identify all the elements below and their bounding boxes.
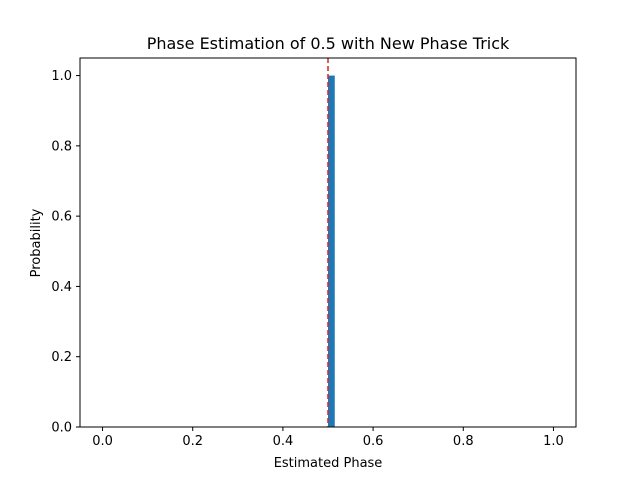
x-tick-label: 0.0 [92, 434, 113, 449]
y-tick-label: 0.8 [51, 139, 72, 154]
y-axis-label: Probability [29, 208, 44, 277]
y-tick-label: 1.0 [51, 69, 72, 84]
y-tick-label: 0.2 [51, 350, 72, 365]
x-tick-label: 0.4 [273, 434, 294, 449]
y-tick-label: 0.4 [51, 280, 72, 295]
bar-0 [328, 75, 335, 428]
axes-frame [79, 57, 577, 428]
x-tick-label: 0.2 [182, 434, 203, 449]
x-axis-label: Estimated Phase [274, 456, 383, 471]
y-tick-label: 0.0 [51, 421, 72, 436]
x-tick-label: 0.8 [453, 434, 474, 449]
x-tick-label: 1.0 [543, 434, 564, 449]
plot-area: 0.0 0.2 0.4 0.6 0.8 1.0 0.0 0.2 0.4 0.6 0.8 1.0 [51, 57, 577, 449]
chart-title: Phase Estimation of 0.5 with New Phase T… [147, 34, 510, 53]
x-tick-label: 0.6 [363, 434, 384, 449]
y-tick-label: 0.6 [51, 210, 72, 225]
